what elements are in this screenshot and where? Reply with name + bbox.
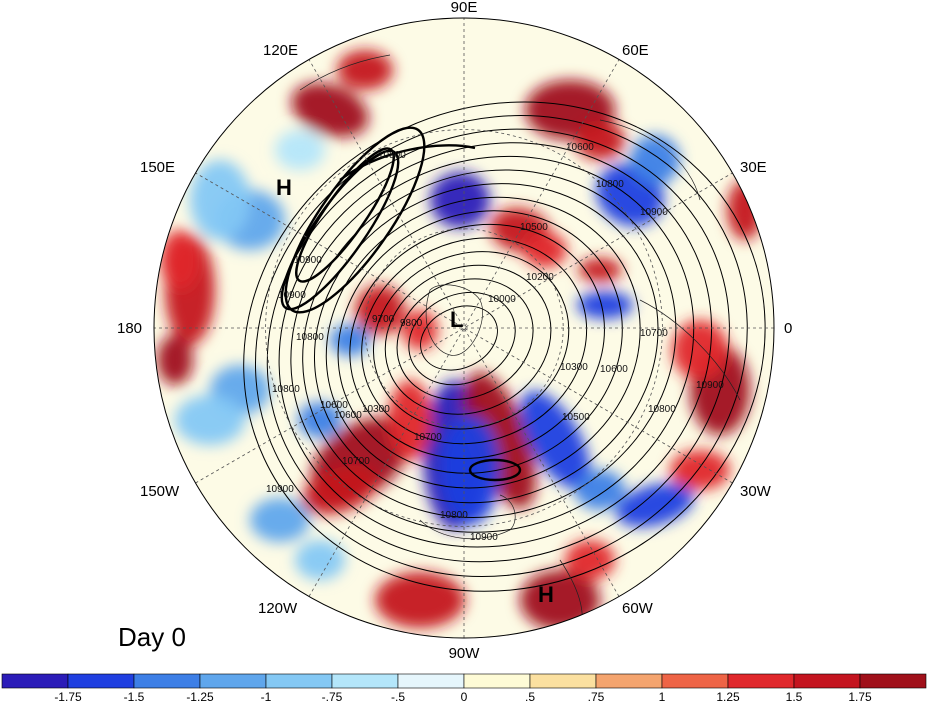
contour-label: 10600	[600, 364, 628, 375]
colorbar-swatch	[793, 673, 861, 689]
contour-label: 10500	[520, 222, 548, 233]
lon-label-60e: 60E	[622, 42, 649, 59]
contour-label: 10800	[596, 179, 624, 190]
contour-label: 10600	[566, 142, 594, 153]
colorbar-swatch	[595, 673, 663, 689]
contour-label: 9700	[372, 314, 395, 325]
contour-label: 10900	[640, 207, 668, 218]
colorbar-swatch	[133, 673, 201, 689]
contour-label: 10600	[334, 410, 362, 421]
colorbar-swatch	[1, 673, 69, 689]
lon-label-180: 180	[117, 320, 142, 337]
lon-label-150e: 150E	[140, 159, 175, 176]
colorbar-tick-label: 1.5	[786, 690, 803, 702]
colorbar-swatch	[67, 673, 135, 689]
contour-label: 9800	[400, 318, 423, 329]
colorbar-tick-label: -.5	[391, 690, 405, 702]
lon-label-150w: 150W	[140, 483, 180, 500]
colorbar-swatch	[199, 673, 267, 689]
colorbar-tick-label: -1.5	[124, 690, 145, 702]
colorbar-tick-label: 0	[461, 690, 468, 702]
contour-label: 10700	[342, 456, 370, 467]
lon-label-120e: 120E	[263, 42, 298, 59]
contour-label: 10900	[266, 484, 294, 495]
high-pressure-marker: H	[276, 175, 292, 200]
contour-label: 10800	[296, 332, 324, 343]
colorbar-swatch	[529, 673, 597, 689]
colorbar-tick-label: -.75	[322, 690, 343, 702]
colorbar-tick-label: .75	[588, 690, 605, 702]
contour-label: 10300	[362, 404, 390, 415]
colorbar-swatch	[331, 673, 399, 689]
low-pressure-marker: L	[450, 307, 463, 332]
contour-label: 10900	[294, 255, 322, 266]
contour-label: 10700	[414, 432, 442, 443]
contour-labels: 1080010900106001080010900105001070010600…	[266, 142, 724, 543]
colorbar-swatch	[265, 673, 333, 689]
colorbar-tick-label: -1	[261, 690, 272, 702]
lon-label-90w: 90W	[449, 645, 481, 662]
colorbar-swatch	[463, 673, 531, 689]
contour-label: 10000	[488, 294, 516, 305]
contour-label: 10300	[560, 362, 588, 373]
colorbar-tick-label: -1.25	[186, 690, 214, 702]
colorbar: -1.75 -1.5 -1.25 -1 -.75 -.5 0 .5 .75 1 1.25 1.5 1.7…	[1, 673, 927, 702]
colorbar-swatch	[727, 673, 795, 689]
lon-label-60w: 60W	[622, 600, 654, 617]
day-label: Day 0	[118, 622, 186, 652]
colorbar-tick-label: 1	[659, 690, 666, 702]
colorbar-tick-label: .5	[525, 690, 535, 702]
contour-label: 10700	[640, 328, 668, 339]
height-contours	[243, 101, 766, 592]
colorbar-tick-label: 1.75	[848, 690, 872, 702]
lon-label-0: 0	[784, 320, 792, 337]
contour-label: 10600	[320, 400, 348, 411]
contour-label: 10900	[470, 532, 498, 543]
colorbar-tick-label: 1.25	[716, 690, 740, 702]
contour-label: 10200	[526, 272, 554, 283]
lon-label-90e: 90E	[451, 0, 478, 16]
contour-label: 10800	[648, 404, 676, 415]
contour-label: 10800	[272, 384, 300, 395]
contour-label: 10500	[562, 412, 590, 423]
contour-label: 10800	[440, 510, 468, 521]
contour-label: 10900	[278, 290, 306, 301]
contour-label: 10800	[378, 150, 406, 161]
colorbar-swatch	[859, 673, 927, 689]
colorbar-swatch	[661, 673, 729, 689]
colorbar-swatch	[397, 673, 465, 689]
contour-label: 10900	[696, 380, 724, 391]
lon-label-120w: 120W	[258, 600, 298, 617]
graticule	[154, 18, 774, 638]
colorbar-tick-label: -1.75	[54, 690, 82, 702]
lon-label-30w: 30W	[740, 483, 772, 500]
map-boundary	[153, 17, 775, 639]
lon-label-30e: 30E	[740, 159, 767, 176]
high-pressure-marker: H	[538, 582, 554, 607]
